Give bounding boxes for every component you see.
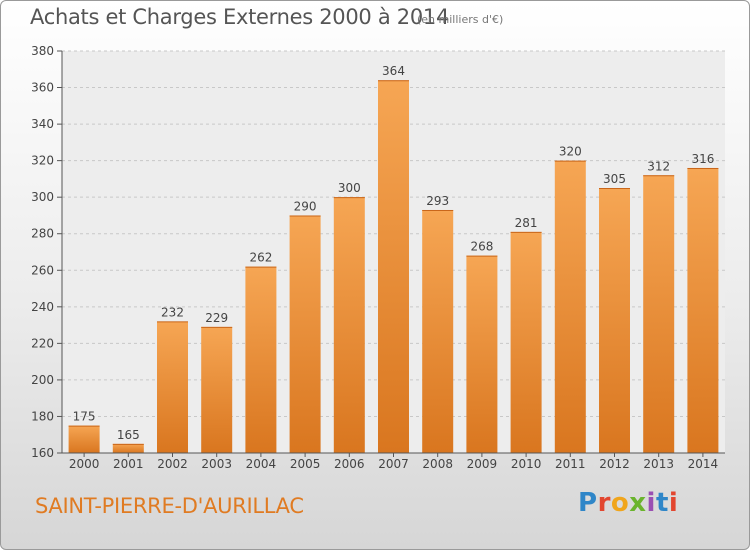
bar-2013: [643, 175, 675, 453]
value-label-2000: 175: [73, 410, 96, 424]
chart-unit-note: (en milliers d'€): [417, 13, 504, 26]
value-label-2008: 293: [426, 194, 449, 208]
y-tick-label: 180: [31, 409, 54, 423]
x-tick-label-2010: 2010: [511, 457, 542, 471]
x-tick-label-2005: 2005: [290, 457, 321, 471]
value-label-2014: 316: [691, 152, 714, 166]
bar-2010: [510, 231, 542, 453]
y-tick-label: 160: [31, 446, 54, 460]
x-tick-label-2001: 2001: [113, 457, 144, 471]
bar-2011: [554, 160, 586, 454]
x-tick-label-2009: 2009: [467, 457, 498, 471]
logo-letter: P: [578, 488, 598, 518]
y-tick-label: 200: [31, 373, 54, 387]
y-tick-label: 280: [31, 227, 54, 241]
value-label-2010: 281: [515, 216, 538, 230]
x-tick-label-2003: 2003: [201, 457, 232, 471]
bar-2009: [466, 255, 498, 453]
bar-2005: [289, 215, 321, 453]
value-label-2005: 290: [294, 199, 317, 213]
bar-2014: [687, 167, 719, 454]
bar-2003: [201, 326, 233, 453]
x-tick-label-2004: 2004: [246, 457, 277, 471]
value-label-2001: 165: [117, 428, 140, 442]
logo-letter: i: [668, 488, 679, 518]
value-label-2006: 300: [338, 181, 361, 195]
value-label-2012: 305: [603, 172, 626, 186]
value-label-2007: 364: [382, 64, 405, 78]
bar-2006: [333, 197, 365, 453]
y-tick-label: 360: [31, 81, 54, 95]
logo-letter: o: [610, 488, 630, 518]
bar-2002: [157, 321, 188, 453]
y-tick-label: 340: [31, 117, 54, 131]
x-tick-label-2007: 2007: [378, 457, 409, 471]
bar-2008: [422, 209, 454, 453]
bar-2000: [68, 425, 100, 453]
value-label-2011: 320: [559, 145, 582, 159]
bar-2012: [599, 188, 630, 453]
bar-2004: [245, 266, 277, 453]
bar-2001: [112, 443, 144, 453]
place-name: SAINT-PIERRE-D'AURILLAC: [35, 494, 304, 518]
x-tick-label-2002: 2002: [157, 457, 188, 471]
value-label-2004: 262: [249, 251, 272, 265]
y-tick-label: 220: [31, 336, 54, 350]
value-label-2013: 312: [647, 159, 670, 173]
proxiti-logo: Proxiti: [578, 488, 678, 518]
x-tick-label-2006: 2006: [334, 457, 365, 471]
y-tick-label: 300: [31, 190, 54, 204]
x-tick-label-2008: 2008: [422, 457, 453, 471]
x-tick-label-2013: 2013: [643, 457, 674, 471]
x-tick-label-2011: 2011: [555, 457, 586, 471]
bar-2007: [378, 80, 409, 454]
x-tick-label-2000: 2000: [69, 457, 100, 471]
value-label-2003: 229: [205, 311, 228, 325]
logo-letter: x: [629, 488, 647, 518]
logo-letter: t: [655, 488, 669, 518]
x-tick-label-2012: 2012: [599, 457, 630, 471]
y-tick-label: 380: [31, 44, 54, 58]
value-label-2002: 232: [161, 305, 184, 319]
y-tick-label: 260: [31, 263, 54, 277]
logo-letter: i: [646, 488, 656, 518]
logo-letter: r: [597, 488, 611, 518]
y-tick-label: 240: [31, 300, 54, 314]
chart-title: Achats et Charges Externes 2000 à 2014: [30, 5, 450, 29]
value-label-2009: 268: [470, 240, 493, 254]
y-tick-label: 320: [31, 154, 54, 168]
x-tick-label-2014: 2014: [688, 457, 719, 471]
